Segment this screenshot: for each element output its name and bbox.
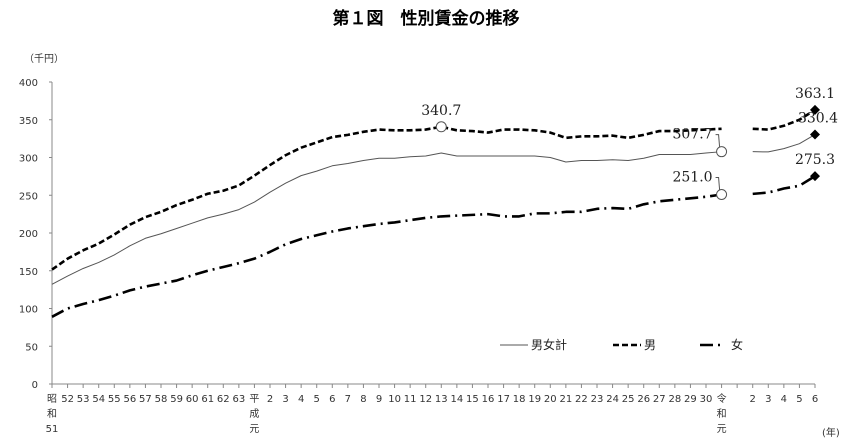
- y-tick-label: 250: [19, 191, 38, 202]
- series-line-男: [752, 108, 816, 131]
- x-tick-label: 11: [404, 394, 417, 405]
- y-tick-label: 50: [25, 342, 38, 353]
- x-tick-label: 16: [482, 394, 495, 405]
- x-tick-label: 54: [92, 394, 105, 405]
- x-tick-label: 52: [61, 394, 74, 405]
- y-axis-unit: （千円）: [24, 53, 64, 65]
- x-tick-label: 57: [139, 394, 152, 405]
- x-tick-label: 56: [123, 394, 136, 405]
- data-label: 251.0: [672, 169, 712, 185]
- data-marker-diamond: [810, 104, 820, 115]
- legend-label: 女: [731, 337, 743, 352]
- x-tick-label: 60: [186, 394, 199, 405]
- x-tick-label: 25: [622, 394, 635, 405]
- x-tick-label: 6: [812, 394, 818, 405]
- y-tick-label: 400: [19, 78, 38, 89]
- x-tick-label: 18: [513, 394, 526, 405]
- data-marker-circle: [716, 188, 728, 200]
- x-tick-label: 10: [388, 394, 401, 405]
- x-tick-label: 30: [700, 394, 713, 405]
- x-tick-label: 59: [170, 394, 183, 405]
- x-tick-label: 6: [329, 394, 335, 405]
- x-tick-label: 昭和 51: [46, 393, 59, 435]
- x-tick-label: 20: [544, 394, 557, 405]
- series-line-男: [51, 125, 722, 271]
- x-tick-label: 12: [419, 394, 432, 405]
- x-tick-label: 29: [684, 394, 697, 405]
- x-tick-label: 2: [750, 394, 756, 405]
- series-line-男女計: [752, 134, 816, 153]
- x-tick-label: 26: [637, 394, 650, 405]
- x-tick-label: 63: [232, 394, 245, 405]
- x-tick-label: 平成元: [249, 394, 259, 435]
- x-tick-label: 21: [559, 394, 572, 405]
- y-tick-label: 300: [19, 154, 38, 165]
- data-label: 330.4: [798, 111, 838, 127]
- x-tick-label: 28: [668, 394, 681, 405]
- x-tick-label: 22: [575, 394, 588, 405]
- y-tick-label: 150: [19, 267, 38, 278]
- x-tick-label: 2: [267, 394, 273, 405]
- x-tick-label: 9: [376, 394, 382, 405]
- data-label: 275.3: [795, 152, 835, 168]
- y-tick-label: 200: [19, 229, 38, 240]
- x-tick-label: 7: [345, 394, 351, 405]
- legend: 男女計 男 女: [500, 337, 743, 352]
- x-tick-label: 4: [781, 394, 787, 405]
- x-tick-label: 令和元: [717, 392, 727, 435]
- series-lines: [51, 108, 816, 318]
- series-line-女: [51, 193, 722, 318]
- x-tick-label: 61: [201, 394, 214, 405]
- chart-title: 第１図 性別賃金の推移: [333, 8, 520, 29]
- data-marker-diamond: [810, 129, 820, 140]
- leader-line: [715, 176, 721, 190]
- series-line-男女計: [51, 151, 722, 285]
- x-axis-unit: (年): [822, 426, 840, 439]
- x-tick-label: 53: [77, 394, 90, 405]
- series-line-女: [752, 175, 816, 196]
- x-tick-label: 27: [653, 394, 666, 405]
- y-tick-label: 0: [32, 380, 38, 391]
- x-tick-label: 23: [591, 394, 604, 405]
- x-tick-label: 4: [298, 394, 304, 405]
- x-tick-label: 14: [450, 394, 463, 405]
- x-tick-label: 55: [108, 394, 121, 405]
- data-marker-circle: [435, 121, 447, 133]
- x-tick-label: 5: [314, 394, 320, 405]
- x-tick-label: 15: [466, 394, 479, 405]
- y-tick-label: 350: [19, 116, 38, 127]
- data-label: 307.7: [672, 127, 712, 143]
- leader-line: [715, 134, 721, 147]
- data-marker-diamond: [810, 171, 820, 182]
- data-marker-circle: [716, 146, 728, 158]
- x-tick-label: 17: [497, 394, 510, 405]
- data-label: 340.7: [421, 103, 461, 119]
- y-tick-label: 100: [19, 305, 38, 316]
- x-tick-label: 58: [155, 394, 168, 405]
- annotations: 340.7 307.7 251.0 363.1 330.4 275.3: [421, 86, 838, 200]
- x-tick-label: 62: [217, 394, 230, 405]
- x-tick-label: 3: [282, 394, 288, 405]
- x-tick-label: 24: [606, 394, 619, 405]
- x-tick-label: 13: [435, 394, 448, 405]
- x-tick-label: 19: [528, 394, 541, 405]
- x-tick-label: 3: [765, 394, 771, 405]
- legend-label: 男女計: [531, 337, 567, 352]
- data-label: 363.1: [795, 86, 835, 102]
- x-tick-label: 8: [360, 394, 366, 405]
- x-tick-label: 5: [796, 394, 802, 405]
- legend-label: 男: [644, 338, 656, 352]
